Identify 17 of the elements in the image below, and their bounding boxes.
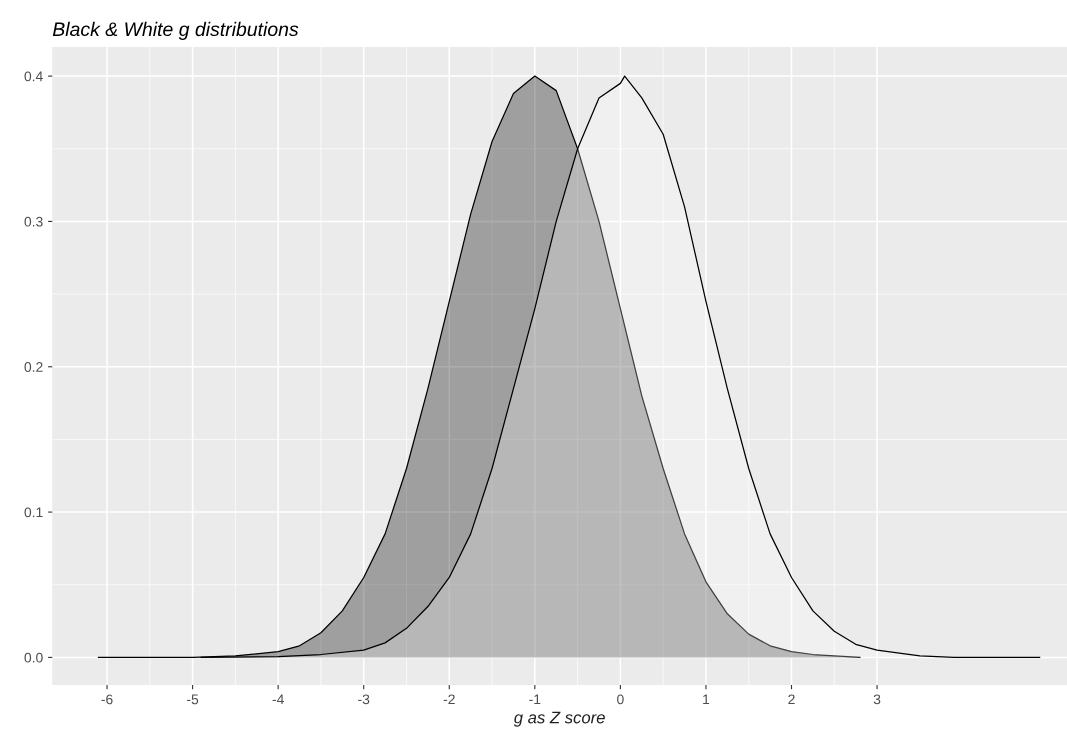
y-tick-label: 0.3 (24, 216, 43, 227)
y-tick-label: 0.0 (24, 652, 43, 663)
x-tick-label: -3 (358, 694, 370, 705)
x-tick-label: 3 (873, 694, 881, 705)
y-tick-label: 0.2 (24, 362, 43, 372)
x-tick-label: -2 (443, 694, 455, 705)
x-tick-label: -6 (101, 694, 113, 705)
chart-title: Black & White g distributions (52, 21, 299, 40)
y-tick-label: 0.1 (24, 507, 43, 518)
x-tick-label: 2 (788, 694, 795, 705)
x-axis-title: g as Z score (513, 711, 605, 727)
x-tick-label: 0 (617, 694, 624, 705)
x-tick-label: -4 (272, 694, 284, 705)
x-tick-label: -1 (529, 694, 541, 705)
x-tick-label: 1 (703, 694, 710, 705)
x-tick-label: -5 (187, 694, 199, 705)
y-tick-label: 0.4 (24, 71, 43, 82)
